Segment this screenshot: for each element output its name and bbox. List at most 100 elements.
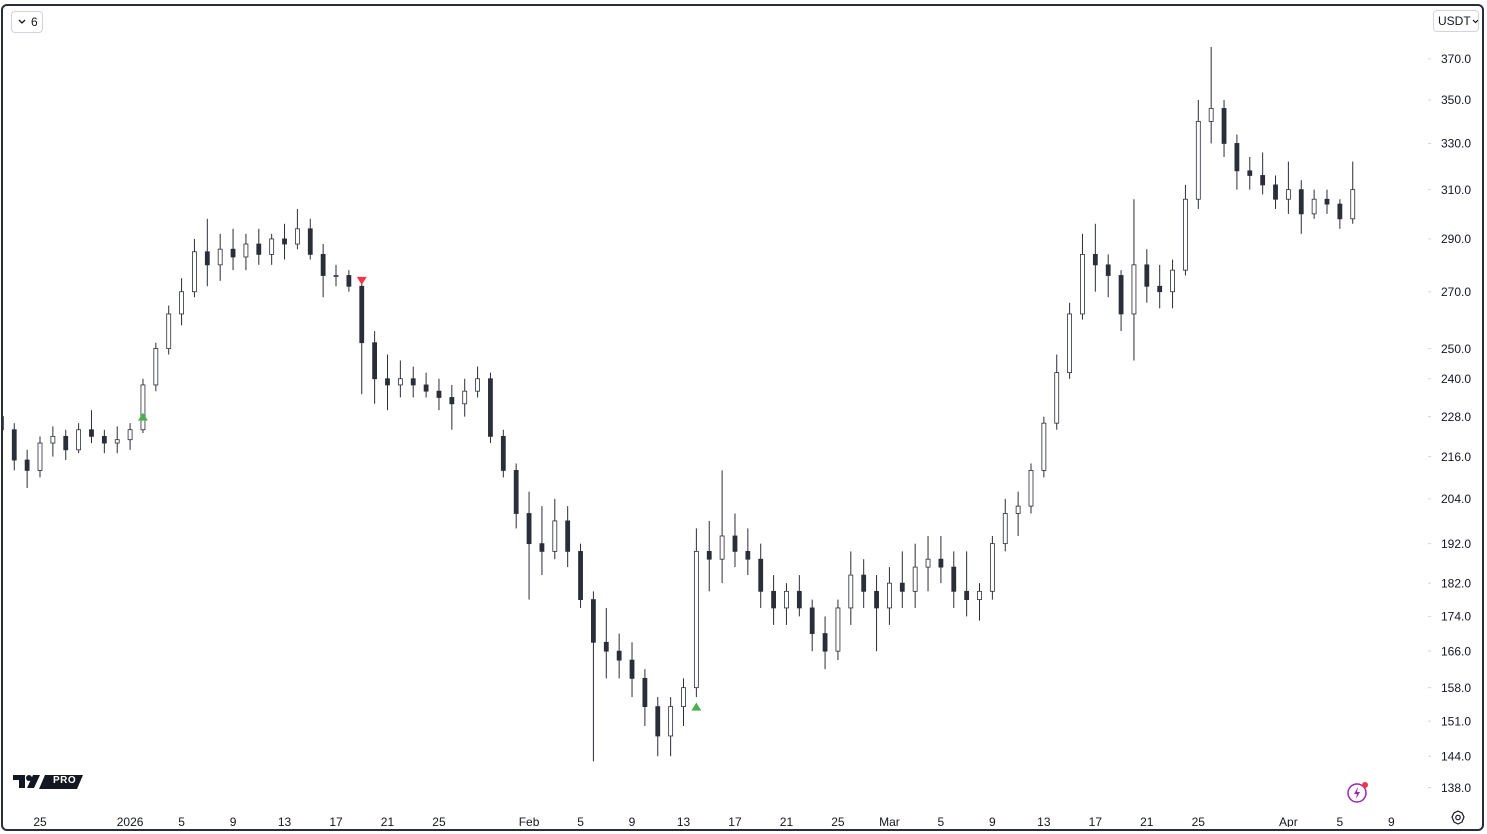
logo-text: PRO bbox=[53, 775, 77, 786]
x-tick-label: Apr bbox=[1279, 815, 1298, 827]
candle-body bbox=[1324, 198, 1330, 205]
currency-button[interactable]: USDT bbox=[1433, 10, 1479, 32]
candle-body bbox=[307, 228, 313, 255]
x-tick-label: 5 bbox=[178, 815, 185, 827]
candle-body bbox=[848, 574, 854, 609]
candle-body bbox=[951, 566, 957, 592]
candle-body bbox=[1002, 513, 1008, 545]
x-tick-label: 17 bbox=[329, 815, 343, 827]
candle-body bbox=[346, 275, 352, 287]
candle-body bbox=[938, 558, 944, 568]
signal-marker bbox=[356, 276, 367, 285]
candle-body bbox=[359, 285, 365, 344]
x-tick-label: 13 bbox=[677, 815, 691, 827]
settings-button[interactable] bbox=[1449, 809, 1467, 827]
y-tick-label: 182.0 bbox=[1441, 576, 1471, 590]
candle-body bbox=[1221, 108, 1227, 144]
candle-body bbox=[784, 590, 789, 609]
candle-body bbox=[11, 429, 17, 461]
candle-body bbox=[320, 253, 326, 276]
chevron-icon bbox=[18, 19, 26, 24]
candle-body bbox=[436, 390, 442, 398]
candle-body bbox=[1337, 203, 1343, 220]
candle-body bbox=[1118, 275, 1124, 315]
candle-body bbox=[1015, 505, 1021, 514]
candle-body bbox=[655, 706, 661, 737]
candle-body bbox=[1170, 269, 1175, 293]
candle-body bbox=[1247, 170, 1253, 176]
candle-body bbox=[127, 429, 133, 441]
x-tick-label: 9 bbox=[230, 815, 237, 827]
chart-frame: 370.0 350.0 330.0 310.0 290.0 270.0 250.0 240.0… bbox=[1, 4, 1484, 831]
candle-body bbox=[925, 558, 931, 568]
x-tick-label: Feb bbox=[519, 815, 540, 827]
x-tick-label: 5 bbox=[577, 815, 584, 827]
candle-body bbox=[488, 378, 493, 437]
candle-body bbox=[372, 342, 378, 380]
candle-body bbox=[76, 429, 82, 451]
candle-body bbox=[912, 566, 918, 592]
signal-marker bbox=[691, 702, 702, 711]
candle-body bbox=[1285, 189, 1291, 200]
y-tick-label: 138.0 bbox=[1441, 781, 1471, 795]
x-tick-label: 13 bbox=[1037, 815, 1051, 827]
candle-body bbox=[101, 435, 107, 444]
candle-body bbox=[539, 543, 545, 552]
candle-body bbox=[591, 599, 596, 643]
candle-body bbox=[153, 348, 159, 386]
interval-button[interactable]: 6 bbox=[11, 11, 43, 33]
chevron-icon bbox=[1472, 19, 1478, 24]
candle-body bbox=[50, 435, 56, 444]
candle-body bbox=[397, 378, 403, 386]
candle-body bbox=[410, 378, 416, 386]
candle-body bbox=[1183, 198, 1188, 271]
candle-body bbox=[1298, 189, 1304, 215]
candle-body bbox=[1350, 189, 1356, 220]
candle-body bbox=[333, 275, 339, 277]
candle-body bbox=[835, 607, 841, 652]
candle-body bbox=[282, 238, 287, 245]
candle-body bbox=[1028, 470, 1034, 507]
x-tick-label: 17 bbox=[1089, 815, 1103, 827]
candle-body bbox=[565, 520, 571, 552]
candle-body bbox=[771, 590, 776, 609]
candle-body bbox=[423, 384, 429, 392]
candle-body bbox=[693, 550, 699, 689]
lightning-button[interactable] bbox=[1346, 780, 1370, 804]
x-tick-label: 25 bbox=[432, 815, 446, 827]
candle-body bbox=[37, 442, 43, 471]
x-tick-label: 9 bbox=[989, 815, 996, 827]
x-tick-label: 21 bbox=[381, 815, 395, 827]
candle-body bbox=[1067, 313, 1072, 374]
candle-body bbox=[192, 251, 197, 293]
candle-body bbox=[513, 470, 519, 514]
candle-body bbox=[668, 706, 674, 737]
candle-body bbox=[385, 378, 390, 386]
candle-body bbox=[462, 390, 468, 405]
interval-label: 6 bbox=[31, 15, 38, 29]
candle-body bbox=[475, 378, 480, 392]
candle-body bbox=[269, 238, 275, 255]
candle-body bbox=[500, 435, 506, 471]
candle-body bbox=[449, 397, 455, 405]
x-tick-label: 5 bbox=[1337, 815, 1344, 827]
candle-body bbox=[1195, 120, 1201, 200]
y-tick-label: 240.0 bbox=[1441, 372, 1471, 386]
y-tick-label: 228.0 bbox=[1441, 410, 1471, 424]
y-tick-label: 270.0 bbox=[1441, 285, 1471, 299]
candle-body bbox=[1092, 253, 1098, 266]
candle-body bbox=[217, 248, 223, 266]
candle-body bbox=[1234, 143, 1240, 172]
candle-body bbox=[861, 574, 867, 592]
y-tick-label: 151.0 bbox=[1441, 714, 1471, 728]
candle-body bbox=[732, 535, 738, 552]
x-tick-label: 13 bbox=[278, 815, 292, 827]
x-tick-label: 25 bbox=[831, 815, 845, 827]
candle-body bbox=[1311, 198, 1317, 215]
candle-body bbox=[256, 243, 262, 255]
chart: 370.0 350.0 330.0 310.0 290.0 270.0 250.0 240.0… bbox=[3, 6, 1471, 827]
candle-body bbox=[629, 659, 635, 679]
candle-body bbox=[179, 291, 184, 315]
y-tick-label: 250.0 bbox=[1441, 342, 1471, 356]
candle-body bbox=[166, 313, 172, 349]
